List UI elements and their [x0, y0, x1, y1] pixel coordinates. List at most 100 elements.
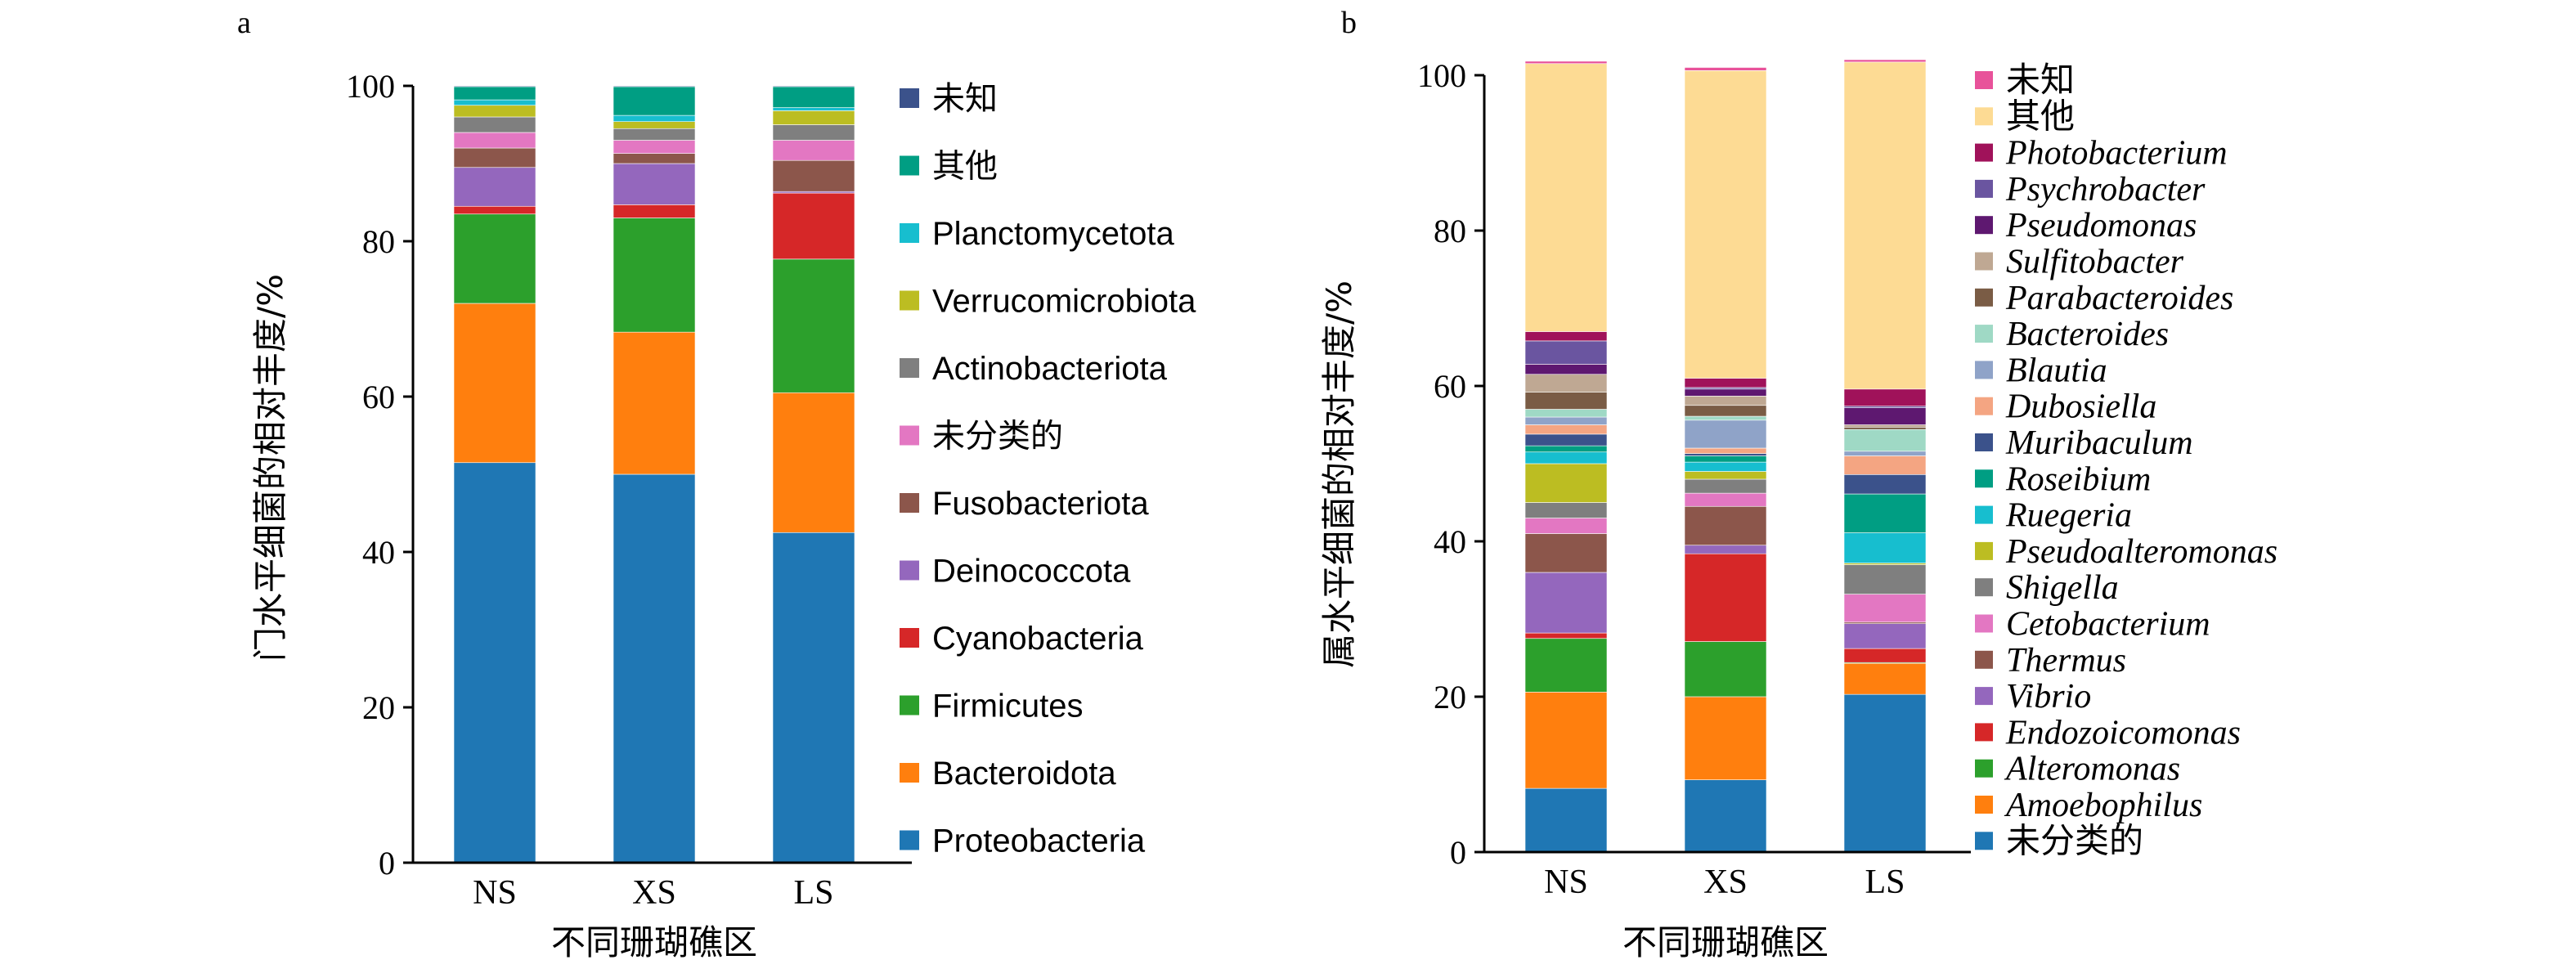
- legend-swatch-其他: [1975, 107, 1993, 126]
- panel-a-x-ticks: NS XS LS: [473, 874, 833, 912]
- panel-a-chart: a 门水平细菌的相对丰度/% 不同珊瑚礁区 0 20 40 60 80 100 NS XS L…: [237, 6, 1196, 962]
- legend-label-其他: 其他: [2006, 96, 2075, 136]
- legend-swatch-amoebophilus: [1975, 796, 1993, 814]
- bar-segment-xs-bacteroidota: [613, 331, 696, 475]
- legend-swatch-dubosiella: [1975, 397, 1993, 415]
- bar-segment-xs-deinococcota: [613, 163, 696, 205]
- legend-item-fusobacteriota: Fusobacteriota: [900, 486, 1149, 522]
- bar-segment-ns-shigella: [1524, 502, 1608, 518]
- legend-swatch-verrucomicrobiota: [900, 290, 919, 311]
- bar-segment-xs-未分类的: [613, 140, 696, 154]
- bar-segment-ls-muribaculum: [1843, 473, 1927, 495]
- panel-a-bars: [453, 85, 855, 864]
- bar-segment-ns-proteobacteria: [453, 462, 536, 864]
- bar-segment-xs-未知: [613, 85, 696, 87]
- legend-item-cetobacterium: Cetobacterium: [1975, 606, 2210, 644]
- bar-segment-ls-shigella: [1843, 564, 1927, 594]
- legend-item-sulfitobacter: Sulfitobacter: [1975, 244, 2184, 281]
- bar-segment-xs-其他: [1684, 70, 1767, 379]
- bar-segment-xs-planctomycetota: [613, 114, 696, 123]
- legend-label-未分类的: 未分类的: [932, 419, 1063, 455]
- bar-segment-xs-photobacterium: [1684, 378, 1767, 388]
- legend-swatch-cetobacterium: [1975, 614, 1993, 633]
- legend-label-amoebophilus: Amoebophilus: [2004, 787, 2202, 824]
- bar-segment-ls-未知: [772, 85, 855, 87]
- bar-segment-ls-pseudomonas: [1843, 407, 1927, 425]
- legend-label-bacteroidota: Bacteroidota: [932, 756, 1116, 792]
- bar-segment-ns-cetobacterium: [1524, 518, 1608, 534]
- bar-segment-ls-cyanobacteria: [772, 192, 855, 260]
- legend-label-dubosiella: Dubosiella: [2005, 388, 2156, 426]
- legend-swatch-thermus: [1975, 650, 1993, 669]
- panel-b-legend: 未知其他PhotobacteriumPsychrobacterPseudomon…: [1975, 60, 2278, 860]
- bar-segment-ns-fusobacteriota: [453, 147, 536, 168]
- panel-b-bars: [1524, 59, 1927, 853]
- bar-segment-xs-roseibium: [1684, 455, 1767, 463]
- panel-b-axes: [1483, 75, 1971, 854]
- bar-segment-xs-fusobacteriota: [613, 153, 696, 164]
- bar-segment-xs-firmicutes: [613, 218, 696, 333]
- legend-label-其他: 其他: [932, 149, 998, 185]
- legend-label-vibrio: Vibrio: [2006, 678, 2091, 716]
- bar-segment-xs-alteromonas: [1684, 641, 1767, 698]
- legend-item-未分类的: 未分类的: [900, 419, 1063, 455]
- bar-segment-ns-cyanobacteria: [453, 205, 536, 215]
- panel-b-x-tick-ns: NS: [1544, 864, 1588, 901]
- legend-item-parabacteroides: Parabacteroides: [1975, 280, 2233, 317]
- bar-segment-ls-firmicutes: [772, 258, 855, 393]
- bar-segment-ls-fusobacteriota: [772, 159, 855, 192]
- panel-a-y-tick-label: 20: [362, 689, 395, 726]
- legend-swatch-muribaculum: [1975, 433, 1993, 451]
- legend-label-未知: 未知: [2006, 60, 2075, 100]
- legend-swatch-pseudomonas: [1975, 216, 1993, 235]
- bar-segment-ns-psychrobacter: [1524, 340, 1608, 365]
- legend-swatch-ruegeria: [1975, 505, 1993, 524]
- panel-b-y-tick-label: 40: [1434, 523, 1466, 560]
- bar-segment-xs-ruegeria: [1684, 461, 1767, 472]
- bar-segment-xs-actinobacteriota: [613, 128, 696, 141]
- legend-swatch-psychrobacter: [1975, 179, 1993, 198]
- panel-a-y-tick-label: 100: [346, 68, 395, 105]
- legend-item-verrucomicrobiota: Verrucomicrobiota: [900, 284, 1196, 320]
- panel-b-x-ticks: NS XS LS: [1544, 864, 1905, 901]
- bar-segment-ns-endozoicomonas: [1524, 632, 1608, 639]
- legend-swatch-bacteroidota: [900, 763, 919, 783]
- legend-label-sulfitobacter: Sulfitobacter: [2006, 244, 2184, 281]
- bar-segment-xs-verrucomicrobiota: [613, 121, 696, 129]
- legend-swatch-pseudoalteromonas: [1975, 541, 1993, 560]
- legend-label-muribaculum: Muribaculum: [2005, 424, 2193, 462]
- bar-segment-ls-cetobacterium: [1843, 594, 1927, 623]
- bar-segment-ls-proteobacteria: [772, 532, 855, 864]
- bar-segment-ns-alteromonas: [1524, 638, 1608, 693]
- bar-segment-ns-firmicutes: [453, 213, 536, 304]
- bar-segment-ls-roseibium: [1843, 493, 1927, 533]
- legend-item-actinobacteriota: Actinobacteriota: [900, 351, 1168, 387]
- legend-label-thermus: Thermus: [2006, 642, 2126, 680]
- bar-segment-xs-pseudomonas: [1684, 388, 1767, 397]
- bar-segment-xs-cetobacterium: [1684, 492, 1767, 507]
- legend-label-shigella: Shigella: [2006, 569, 2119, 607]
- legend-label-ruegeria: Ruegeria: [2005, 497, 2132, 535]
- legend-label-fusobacteriota: Fusobacteriota: [932, 486, 1149, 522]
- bar-segment-ls-planctomycetota: [772, 107, 855, 111]
- bar-segment-ls-ruegeria: [1843, 532, 1927, 563]
- bar-segment-xs-bacteroides: [1684, 415, 1767, 421]
- panel-b-y-ticks: 0 20 40 60 80 100: [1417, 57, 1484, 871]
- legend-label-alteromonas: Alteromonas: [2004, 751, 2180, 788]
- legend-swatch-blautia: [1975, 361, 1993, 379]
- legend-swatch-sulfitobacter: [1975, 252, 1993, 271]
- legend-item-bacteroides: Bacteroides: [1975, 316, 2169, 353]
- legend-item-未分类的: 未分类的: [1975, 820, 2143, 860]
- legend-swatch-endozoicomonas: [1975, 723, 1993, 742]
- legend-label-planctomycetota: Planctomycetota: [932, 216, 1174, 252]
- legend-swatch-photobacterium: [1975, 143, 1993, 162]
- bar-segment-xs-muribaculum: [1684, 453, 1767, 456]
- bar-segment-xs-proteobacteria: [613, 473, 696, 864]
- legend-swatch-alteromonas: [1975, 759, 1993, 778]
- legend-swatch-proteobacteria: [900, 830, 919, 850]
- bar-segment-ns-muribaculum: [1524, 433, 1608, 446]
- legend-label-cyanobacteria: Cyanobacteria: [932, 621, 1144, 657]
- bar-segment-ls-blautia: [1843, 451, 1927, 456]
- legend-item-pseudoalteromonas: Pseudoalteromonas: [1975, 533, 2278, 571]
- legend-label-firmicutes: Firmicutes: [932, 689, 1083, 725]
